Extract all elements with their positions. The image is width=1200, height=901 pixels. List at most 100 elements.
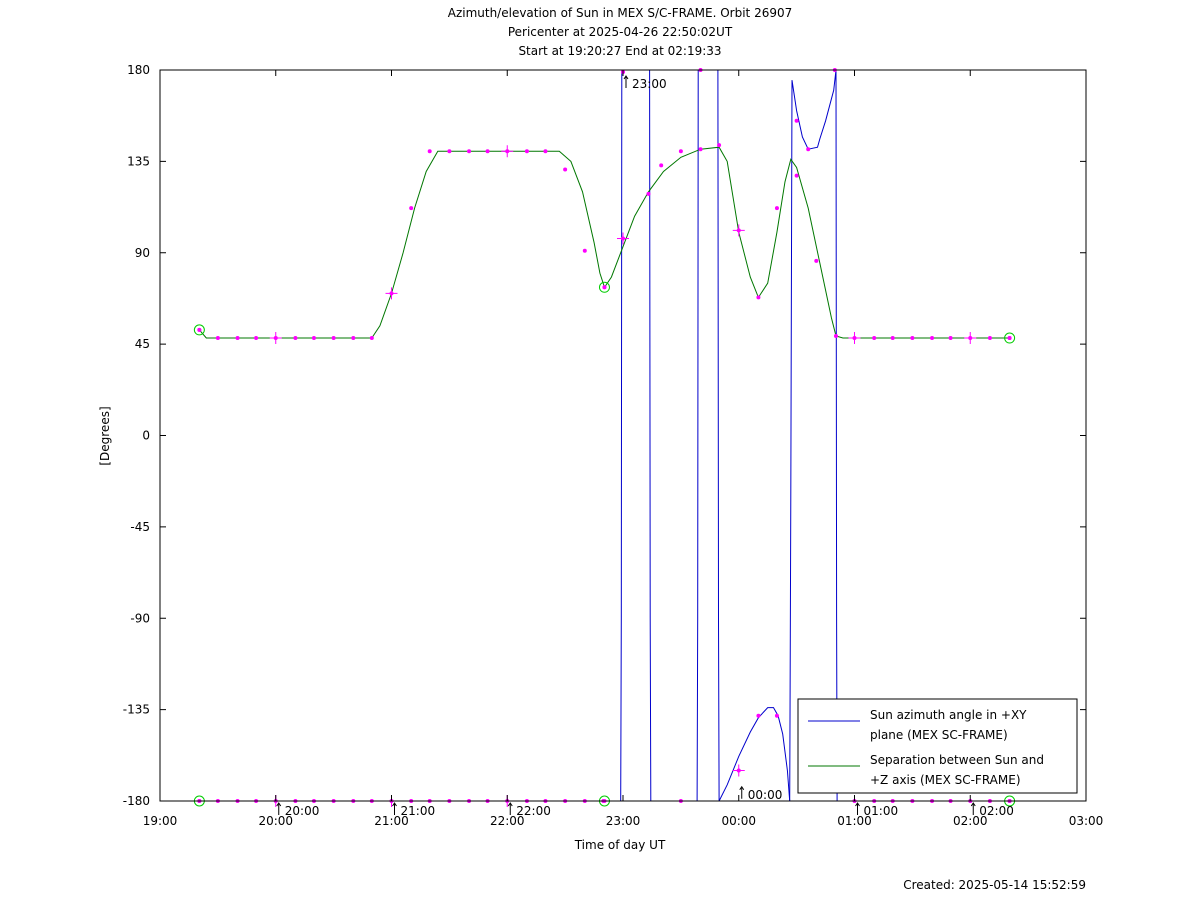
series-1-point xyxy=(698,147,703,152)
series-1-point xyxy=(427,149,432,154)
series-0-line xyxy=(791,69,837,150)
series-1-point xyxy=(215,336,220,341)
legend-label: Separation between Sun and xyxy=(870,753,1044,767)
hour-marker-arrow xyxy=(739,785,745,791)
y-axis-label: [Degrees] xyxy=(98,406,112,465)
chart-title-line-2: Pericenter at 2025-04-26 22:50:02UT xyxy=(508,25,733,39)
series-0-line xyxy=(649,69,696,802)
series-1-hour-cross xyxy=(848,332,861,345)
series-1-point xyxy=(293,336,298,341)
y-tick-label: 135 xyxy=(127,154,150,168)
hour-marker-label: 00:00 xyxy=(748,788,783,802)
x-tick-label: 19:00 xyxy=(143,814,178,828)
x-tick-label: 22:00 xyxy=(490,814,525,828)
series-1-point xyxy=(331,336,336,341)
series-1-point xyxy=(369,336,374,341)
x-tick-label: 02:00 xyxy=(953,814,988,828)
series-0-line xyxy=(199,69,623,802)
series-1-point xyxy=(485,149,490,154)
series-1-point xyxy=(467,149,472,154)
hour-marker-label: 20:00 xyxy=(285,804,320,818)
y-tick-label: 0 xyxy=(142,429,150,443)
series-1-line xyxy=(199,146,1010,339)
chart-title-line-3: Start at 19:20:27 End at 02:19:33 xyxy=(518,44,721,58)
series-1-hour-cross xyxy=(269,332,282,345)
series-0-hour-cross xyxy=(732,764,745,777)
hour-marker-label: 22:00 xyxy=(516,804,551,818)
x-tick-label: 03:00 xyxy=(1069,814,1104,828)
series-1-point xyxy=(659,163,664,168)
hour-marker-arrow xyxy=(855,802,860,807)
series-0-point xyxy=(774,713,779,718)
series-1-event-point xyxy=(1007,336,1012,341)
series-1-event-circle xyxy=(1004,332,1016,344)
legend: Sun azimuth angle in +XY plane (MEX SC-FR… xyxy=(797,698,1078,794)
x-tick-label: 21:00 xyxy=(374,814,409,828)
series-1-event-point xyxy=(197,327,202,332)
series-1-point xyxy=(582,248,587,253)
series-0-point xyxy=(794,118,799,123)
hour-marker-arrow xyxy=(623,75,629,80)
created-timestamp: Created: 2025-05-14 15:52:59 xyxy=(903,878,1086,892)
plot-area: 20:00 21:00 22:00 23:00 00:00 01:00 02:00 xyxy=(193,68,1016,818)
series-1-point xyxy=(794,173,799,178)
series-1-point xyxy=(814,258,819,263)
y-tick-label: 90 xyxy=(135,246,150,260)
series-1-point xyxy=(447,149,452,154)
series-1-point xyxy=(543,149,548,154)
y-tick-label: 180 xyxy=(127,63,150,77)
hour-marker-arrow xyxy=(392,802,397,807)
legend-label: plane (MEX SC-FRAME) xyxy=(870,728,1008,742)
x-tick-label: 20:00 xyxy=(258,814,293,828)
y-tick-label: -45 xyxy=(130,520,150,534)
series-1-event-circle xyxy=(598,281,610,293)
legend-label: +Z axis (MEX SC-FRAME) xyxy=(870,773,1021,787)
series-1-event-point xyxy=(602,285,607,290)
series-1-point xyxy=(987,336,992,341)
series-0-point xyxy=(806,147,811,152)
series-1-point xyxy=(930,336,935,341)
series-1-hour-cross xyxy=(385,287,398,300)
series-1-point xyxy=(646,191,651,196)
series-1-point xyxy=(311,336,316,341)
series-1-point xyxy=(563,167,568,172)
series-1-point xyxy=(756,295,761,300)
series-1-point xyxy=(910,336,915,341)
series-1-point xyxy=(872,336,877,341)
y-tick-label: 45 xyxy=(135,337,150,351)
series-1-hour-cross xyxy=(732,224,745,237)
hour-marker-arrow xyxy=(507,802,513,807)
series-1-hour-cross xyxy=(501,145,514,158)
x-tick-label: 23:00 xyxy=(606,814,641,828)
series-1-point xyxy=(890,336,895,341)
hour-marker-label: 23:00 xyxy=(632,77,667,91)
series-1-point xyxy=(235,336,240,341)
series-1-point xyxy=(774,206,779,211)
series-1-point xyxy=(351,336,356,341)
y-tick-label: -180 xyxy=(123,794,150,808)
legend-box xyxy=(797,698,1078,794)
series-1-point xyxy=(409,206,414,211)
hour-marker-label: 02:00 xyxy=(979,804,1014,818)
x-tick-label: 00:00 xyxy=(721,814,756,828)
hour-marker-arrow xyxy=(276,802,282,807)
series-1-point xyxy=(948,336,953,341)
x-axis-label: Time of day UT xyxy=(574,838,666,852)
y-tick-label: -90 xyxy=(130,611,150,625)
series-0-point xyxy=(756,713,761,718)
series-1-event-circle xyxy=(193,324,205,336)
axes: 19:00 20:00 21:00 22:00 23:00 00:00 01:00 02:00… xyxy=(123,63,1104,828)
series-1-point xyxy=(833,334,838,339)
series-1-hour-cross xyxy=(964,332,977,345)
plot-frame xyxy=(159,69,1087,802)
legend-label: Sun azimuth angle in +XY xyxy=(870,708,1027,722)
hour-marker-label: 21:00 xyxy=(401,804,436,818)
hour-marker-arrow xyxy=(970,802,976,807)
series-1-point xyxy=(254,336,259,341)
series-0-line xyxy=(835,69,1010,802)
series-1-point xyxy=(717,143,722,148)
series-0-line xyxy=(789,80,793,802)
x-tick-label: 01:00 xyxy=(837,814,872,828)
series-1-point xyxy=(678,149,683,154)
